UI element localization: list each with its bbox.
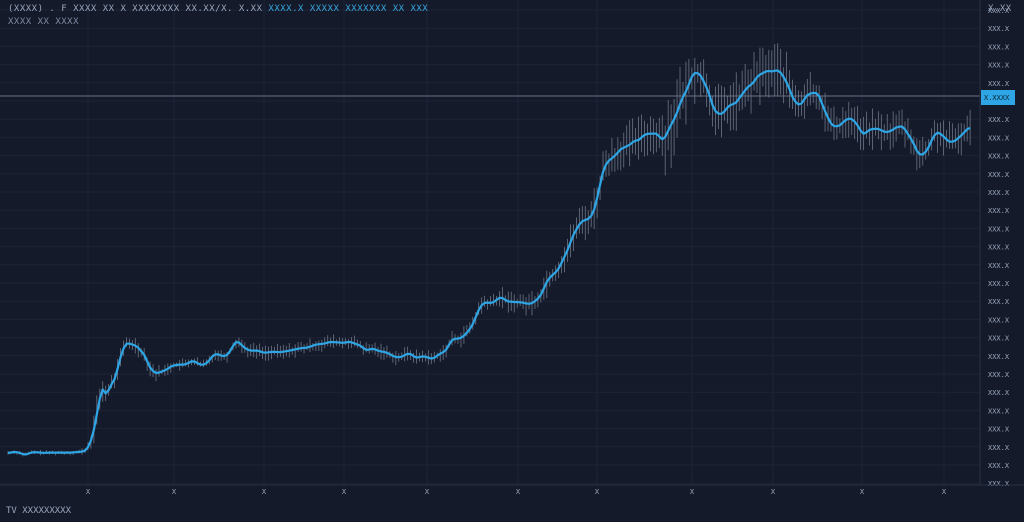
y-tick-label: XXX.X: [988, 207, 1010, 215]
x-tick-label: X: [86, 488, 91, 496]
y-tick-label: XXX.X: [988, 371, 1010, 379]
y-tick-label: XXX.X: [988, 225, 1010, 233]
y-tick-label: XXX.X: [988, 25, 1010, 33]
price-tag-box: [981, 90, 1015, 105]
x-tick-label: X: [172, 488, 177, 496]
y-tick-label: XXX.X: [988, 462, 1010, 470]
y-tick-label: XXX.X: [988, 353, 1010, 361]
series-line-layer: [7, 69, 971, 456]
chart-header-line1: (XXXX) . F XXXX XX X XXXXXXXX XX.XX/X. X…: [8, 4, 428, 14]
x-tick-label: X: [425, 488, 430, 496]
x-tick-label: X: [690, 488, 695, 496]
y-tick-label: XXX.X: [988, 244, 1010, 252]
y-tick-label: XXX.X: [988, 116, 1010, 124]
price-tag: X.XXXX: [981, 90, 1015, 105]
footer-logo-text: TV XXXXXXXXX: [6, 506, 72, 516]
y-tick-label: XXX.X: [988, 43, 1010, 51]
y-tick-label: XXX.X: [988, 153, 1010, 161]
y-tick-label: XXX.X: [988, 426, 1010, 434]
y-tick-label: XXX.X: [988, 62, 1010, 70]
y-tick-label: XXX.X: [988, 280, 1010, 288]
y-tick-label: XXX.X: [988, 389, 1010, 397]
wick-layer: [7, 43, 971, 457]
x-tick-label: X: [262, 488, 267, 496]
x-tick-label: X: [771, 488, 776, 496]
x-tick-label: X: [342, 488, 347, 496]
y-tick-label: XXX.X: [988, 335, 1010, 343]
y-tick-label: XXX.X: [988, 316, 1010, 324]
y-tick-label: XXX.X: [988, 480, 1010, 488]
y-tick-label: XXX.X: [988, 7, 1010, 15]
x-tick-label: X: [860, 488, 865, 496]
y-tick-label: XXX.X: [988, 171, 1010, 179]
y-tick-label: XXX.X: [988, 134, 1010, 142]
chart-header-line2: XXXX XX XXXX: [8, 17, 80, 27]
y-axis: XXX.X XXX.X XXX.X XXX.X XXX.X XXX.X XXX.X XXX.X…: [979, 0, 1010, 488]
indicator-values: XXXX.X XXXXX XXXXXXX XX XXX: [262, 4, 429, 14]
y-tick-label: XXX.X: [988, 262, 1010, 270]
y-tick-label: XXX.X: [988, 444, 1010, 452]
y-tick-label: XXX.X: [988, 298, 1010, 306]
x-tick-label: X: [595, 488, 600, 496]
grid-layer: [0, 0, 980, 485]
x-tick-label: X: [942, 488, 947, 496]
y-tick-label: XXX.X: [988, 189, 1010, 197]
top-right-label: X.XX: [988, 4, 1012, 14]
symbol-info: (XXXX) . F XXXX XX X XXXXXXXX XX.XX/X. X…: [8, 4, 263, 14]
price-tag-label: X.XXXX: [984, 94, 1010, 102]
series-line[interactable]: [7, 69, 971, 456]
y-tick-label: XXX.X: [988, 407, 1010, 415]
x-tick-label: X: [516, 488, 521, 496]
y-tick-label: XXX.X: [988, 80, 1010, 88]
